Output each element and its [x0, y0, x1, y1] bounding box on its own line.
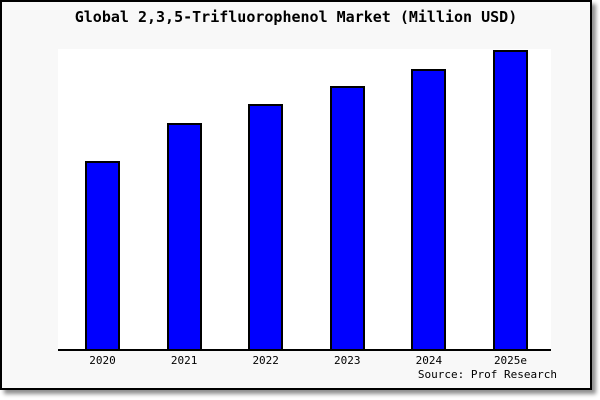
- x-tick-label-2020: 2020: [89, 354, 116, 367]
- bar-2023: [329, 86, 365, 349]
- bar-2021: [166, 123, 202, 349]
- x-tick-label-2025e: 2025e: [493, 354, 528, 367]
- x-tick-label-2022: 2022: [252, 354, 279, 367]
- x-tick-label-2021: 2021: [170, 354, 198, 367]
- bar-2025e: [493, 50, 528, 349]
- plot-area: [58, 49, 551, 351]
- source-credit: Source: Prof Research: [417, 368, 557, 381]
- x-axis-labels: 2020 2021 2022 2023 2024 2025e: [58, 354, 551, 368]
- x-tick-label-2024: 2024: [415, 354, 443, 367]
- chart-frame: Global 2,3,5-Trifluorophenol Market (Mil…: [0, 0, 592, 390]
- bar-2024: [411, 69, 447, 349]
- x-tick-label-2023: 2023: [334, 354, 361, 367]
- bar-2022: [248, 104, 284, 349]
- bar-2020: [85, 161, 120, 349]
- chart-title: Global 2,3,5-Trifluorophenol Market (Mil…: [74, 8, 518, 26]
